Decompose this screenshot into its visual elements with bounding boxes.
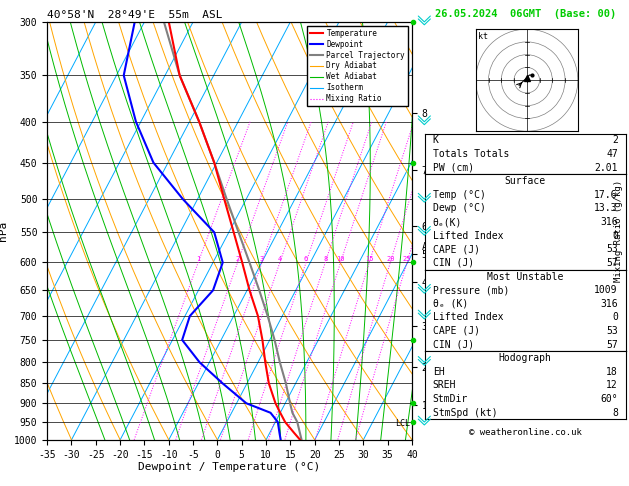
Text: Surface: Surface	[504, 176, 546, 186]
Text: Dewp (°C): Dewp (°C)	[433, 204, 486, 213]
Text: 25: 25	[403, 257, 411, 262]
Legend: Temperature, Dewpoint, Parcel Trajectory, Dry Adiabat, Wet Adiabat, Isotherm, Mi: Temperature, Dewpoint, Parcel Trajectory…	[306, 26, 408, 106]
Text: 0: 0	[612, 312, 618, 322]
Text: 2: 2	[612, 136, 618, 145]
Text: 6: 6	[304, 257, 308, 262]
Text: © weatheronline.co.uk: © weatheronline.co.uk	[469, 428, 582, 437]
Text: 26.05.2024  06GMT  (Base: 00): 26.05.2024 06GMT (Base: 00)	[435, 9, 616, 19]
Text: 17.6: 17.6	[594, 190, 618, 200]
Text: 15: 15	[365, 257, 374, 262]
Text: θₑ (K): θₑ (K)	[433, 299, 468, 309]
Text: CAPE (J): CAPE (J)	[433, 244, 480, 254]
Text: 4: 4	[278, 257, 282, 262]
Text: 3: 3	[260, 257, 264, 262]
Text: 1: 1	[196, 257, 200, 262]
Text: StmDir: StmDir	[433, 394, 468, 404]
Text: 53: 53	[606, 326, 618, 336]
Text: 1009: 1009	[594, 285, 618, 295]
Y-axis label: km
ASL: km ASL	[421, 231, 439, 252]
Text: 12: 12	[606, 381, 618, 390]
Text: 2: 2	[235, 257, 240, 262]
Text: 13.3: 13.3	[594, 204, 618, 213]
Text: 0: 0	[612, 231, 618, 241]
X-axis label: Dewpoint / Temperature (°C): Dewpoint / Temperature (°C)	[138, 462, 321, 472]
Text: θₑ(K): θₑ(K)	[433, 217, 462, 227]
Text: 57: 57	[606, 340, 618, 349]
Text: 2.01: 2.01	[594, 163, 618, 173]
Text: CIN (J): CIN (J)	[433, 258, 474, 268]
Text: Temp (°C): Temp (°C)	[433, 190, 486, 200]
Text: EH: EH	[433, 367, 444, 377]
Text: CAPE (J): CAPE (J)	[433, 326, 480, 336]
Text: CIN (J): CIN (J)	[433, 340, 474, 349]
Text: Pressure (mb): Pressure (mb)	[433, 285, 509, 295]
Text: Most Unstable: Most Unstable	[487, 272, 564, 281]
Text: Mixing Ratio (g/kg): Mixing Ratio (g/kg)	[614, 180, 623, 282]
Text: 40°58'N  28°49'E  55m  ASL: 40°58'N 28°49'E 55m ASL	[47, 10, 223, 20]
Text: 20: 20	[386, 257, 394, 262]
Text: 18: 18	[606, 367, 618, 377]
Text: 57: 57	[606, 258, 618, 268]
Text: Totals Totals: Totals Totals	[433, 149, 509, 159]
Text: Lifted Index: Lifted Index	[433, 312, 503, 322]
Text: LCL: LCL	[396, 419, 411, 428]
Text: StmSpd (kt): StmSpd (kt)	[433, 408, 498, 417]
Text: 53: 53	[606, 244, 618, 254]
Text: Lifted Index: Lifted Index	[433, 231, 503, 241]
Text: PW (cm): PW (cm)	[433, 163, 474, 173]
Y-axis label: hPa: hPa	[0, 221, 8, 241]
Text: 316: 316	[600, 299, 618, 309]
Text: K: K	[433, 136, 438, 145]
Text: 10: 10	[337, 257, 345, 262]
Text: 8: 8	[323, 257, 327, 262]
Text: kt: kt	[478, 32, 488, 41]
Text: 316: 316	[600, 217, 618, 227]
Text: 47: 47	[606, 149, 618, 159]
Text: Hodograph: Hodograph	[499, 353, 552, 363]
Text: 60°: 60°	[600, 394, 618, 404]
Text: 8: 8	[612, 408, 618, 417]
Text: SREH: SREH	[433, 381, 456, 390]
